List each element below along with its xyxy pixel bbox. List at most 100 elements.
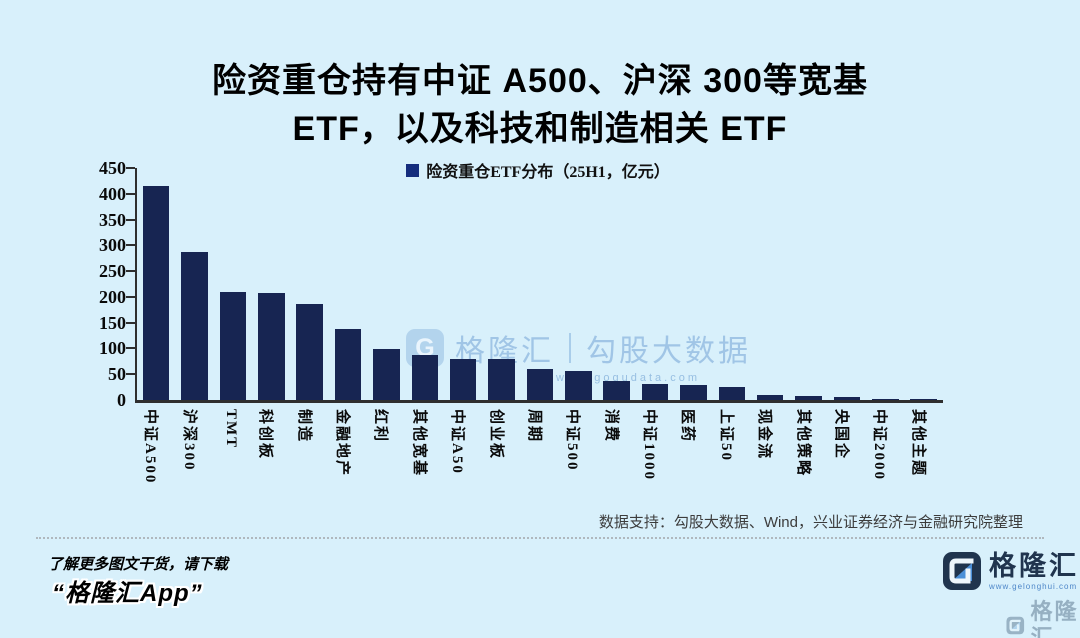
bar-slot	[367, 168, 405, 400]
legend-label: 险资重仓ETF分布（25H1，亿元）	[426, 164, 670, 181]
bar-创业板	[488, 359, 515, 400]
x-tick-label: 现金流	[756, 409, 773, 461]
x-label-slot: TMT	[212, 408, 250, 514]
x-tick-label: 红利	[372, 409, 389, 444]
x-label-slot: 制造	[289, 408, 327, 514]
x-tick-label: 医药	[679, 409, 696, 444]
bar-红利	[373, 349, 400, 400]
corner-watermark-g-icon	[1006, 616, 1025, 634]
y-tick-mark	[126, 270, 135, 273]
bar-slot	[866, 168, 904, 400]
y-tick-mark	[126, 347, 135, 350]
bar-slot	[214, 168, 252, 400]
x-tick-label: 创业板	[487, 409, 504, 461]
x-label-slot: 医药	[672, 408, 710, 514]
bar-slot	[137, 168, 175, 400]
x-tick-label: 其他宽基	[410, 409, 427, 478]
x-tick-label: 制造	[295, 409, 312, 444]
x-tick-label: 消费	[602, 409, 619, 444]
x-label-slot: 周期	[519, 408, 557, 514]
legend-marker-square	[406, 164, 420, 177]
x-label-slot: 科创板	[250, 408, 288, 514]
bar-slot	[329, 168, 367, 400]
x-label-slot: 创业板	[480, 408, 518, 514]
x-label-slot: 红利	[365, 408, 403, 514]
promo-line1: 了解更多图文干货，请下载	[48, 556, 229, 573]
x-label-slot: 中证2000	[864, 408, 902, 514]
corner-watermark-brand: 格隆汇	[1030, 599, 1079, 638]
bar-现金流	[756, 395, 784, 400]
y-tick-mark	[126, 244, 135, 247]
logo-url: www.gelonghui.com	[989, 582, 1078, 591]
page-title: 险资重仓持有中证 A500、沪深 300等宽基 ETF，以及科技和制造相关 ETF	[0, 57, 1080, 154]
bar-slot	[828, 168, 866, 400]
bar-slot	[291, 168, 329, 400]
bar-slot	[252, 168, 290, 400]
bar-slot	[444, 168, 482, 400]
gelonghui-logo: 格隆汇 www.gelonghui.com	[942, 551, 1079, 591]
chart-legend: 险资重仓ETF分布（25H1，亿元）	[135, 158, 941, 182]
bar-slot	[521, 168, 559, 400]
bar-chart-plot-area	[135, 168, 943, 403]
x-tick-label: 央国企	[832, 409, 849, 461]
page-title-line1: 险资重仓持有中证 A500、沪深 300等宽基	[212, 61, 868, 100]
watermark-divider	[569, 333, 571, 363]
bar-slot	[482, 168, 520, 400]
bar-其他策略	[795, 395, 822, 400]
data-source-note: 数据支持：勾股大数据、Wind，兴业证券经济与金融研究院整理	[598, 514, 1023, 531]
y-tick-mark	[126, 295, 135, 298]
page-title-line2: ETF，以及科技和制造相关 ETF	[292, 110, 788, 149]
bar-slot	[713, 168, 751, 400]
y-tick-label: 0	[117, 390, 126, 410]
x-label-slot: 金融地产	[327, 408, 365, 514]
x-tick-label: 周期	[525, 409, 542, 444]
x-label-slot: 消费	[596, 408, 634, 514]
x-tick-label: 中证1000	[641, 409, 658, 482]
x-tick-label: 中证2000	[871, 409, 888, 482]
x-label-slot: 其他宽基	[404, 408, 442, 514]
x-label-slot: 中证1000	[634, 408, 672, 514]
y-tick-label: 100	[99, 338, 126, 359]
bar-中证2000	[872, 399, 899, 400]
bar-中证A50	[449, 358, 477, 400]
x-tick-label: 上证50	[717, 409, 734, 463]
bar-中证A500	[142, 186, 170, 400]
bar-slot	[751, 168, 789, 400]
y-tick-label: 300	[99, 235, 126, 256]
x-label-slot: 中证A500	[135, 408, 173, 514]
x-label-slot: 其他主题	[903, 408, 941, 514]
x-label-slot: 沪深300	[173, 408, 211, 514]
bar-slot	[598, 168, 636, 400]
x-label-slot: 央国企	[826, 408, 864, 514]
x-tick-label: 其他策略	[794, 409, 811, 478]
y-tick-mark	[126, 218, 135, 221]
x-tick-label: 沪深300	[180, 409, 197, 472]
bar-slot	[559, 168, 597, 400]
x-label-slot: 其他策略	[787, 408, 825, 514]
y-tick-mark	[126, 321, 135, 324]
bar-央国企	[833, 397, 861, 400]
promo-app-name: “格隆汇App”	[52, 580, 203, 607]
bar-上证50	[718, 386, 746, 400]
y-tick-label: 450	[99, 158, 126, 178]
logo-brand-text: 格隆汇	[989, 551, 1079, 581]
bar-周期	[526, 369, 554, 400]
x-label-slot: 中证A50	[442, 408, 480, 514]
watermark-product: 勾股大数据	[586, 335, 751, 368]
x-axis-labels: 中证A500 沪深300 TMT 科创板 制造 金融地产 红利 其他宽基 中证A50 创业板 周期 中…	[135, 408, 941, 514]
bar-制造	[296, 304, 323, 400]
bar-TMT	[219, 291, 247, 400]
bar-其他宽基	[411, 354, 439, 400]
x-tick-label: TMT	[222, 409, 239, 450]
bar-slot	[636, 168, 674, 400]
bar-医药	[680, 384, 707, 400]
gelonghui-logo-icon	[943, 552, 981, 590]
bar-中证1000	[641, 383, 669, 400]
bar-沪深300	[181, 251, 208, 400]
x-tick-label: 科创板	[257, 409, 274, 461]
corner-watermark: 格隆汇	[1006, 599, 1080, 638]
bar-中证500	[565, 370, 592, 400]
bar-slot	[175, 168, 213, 400]
y-tick-label: 50	[108, 364, 126, 385]
